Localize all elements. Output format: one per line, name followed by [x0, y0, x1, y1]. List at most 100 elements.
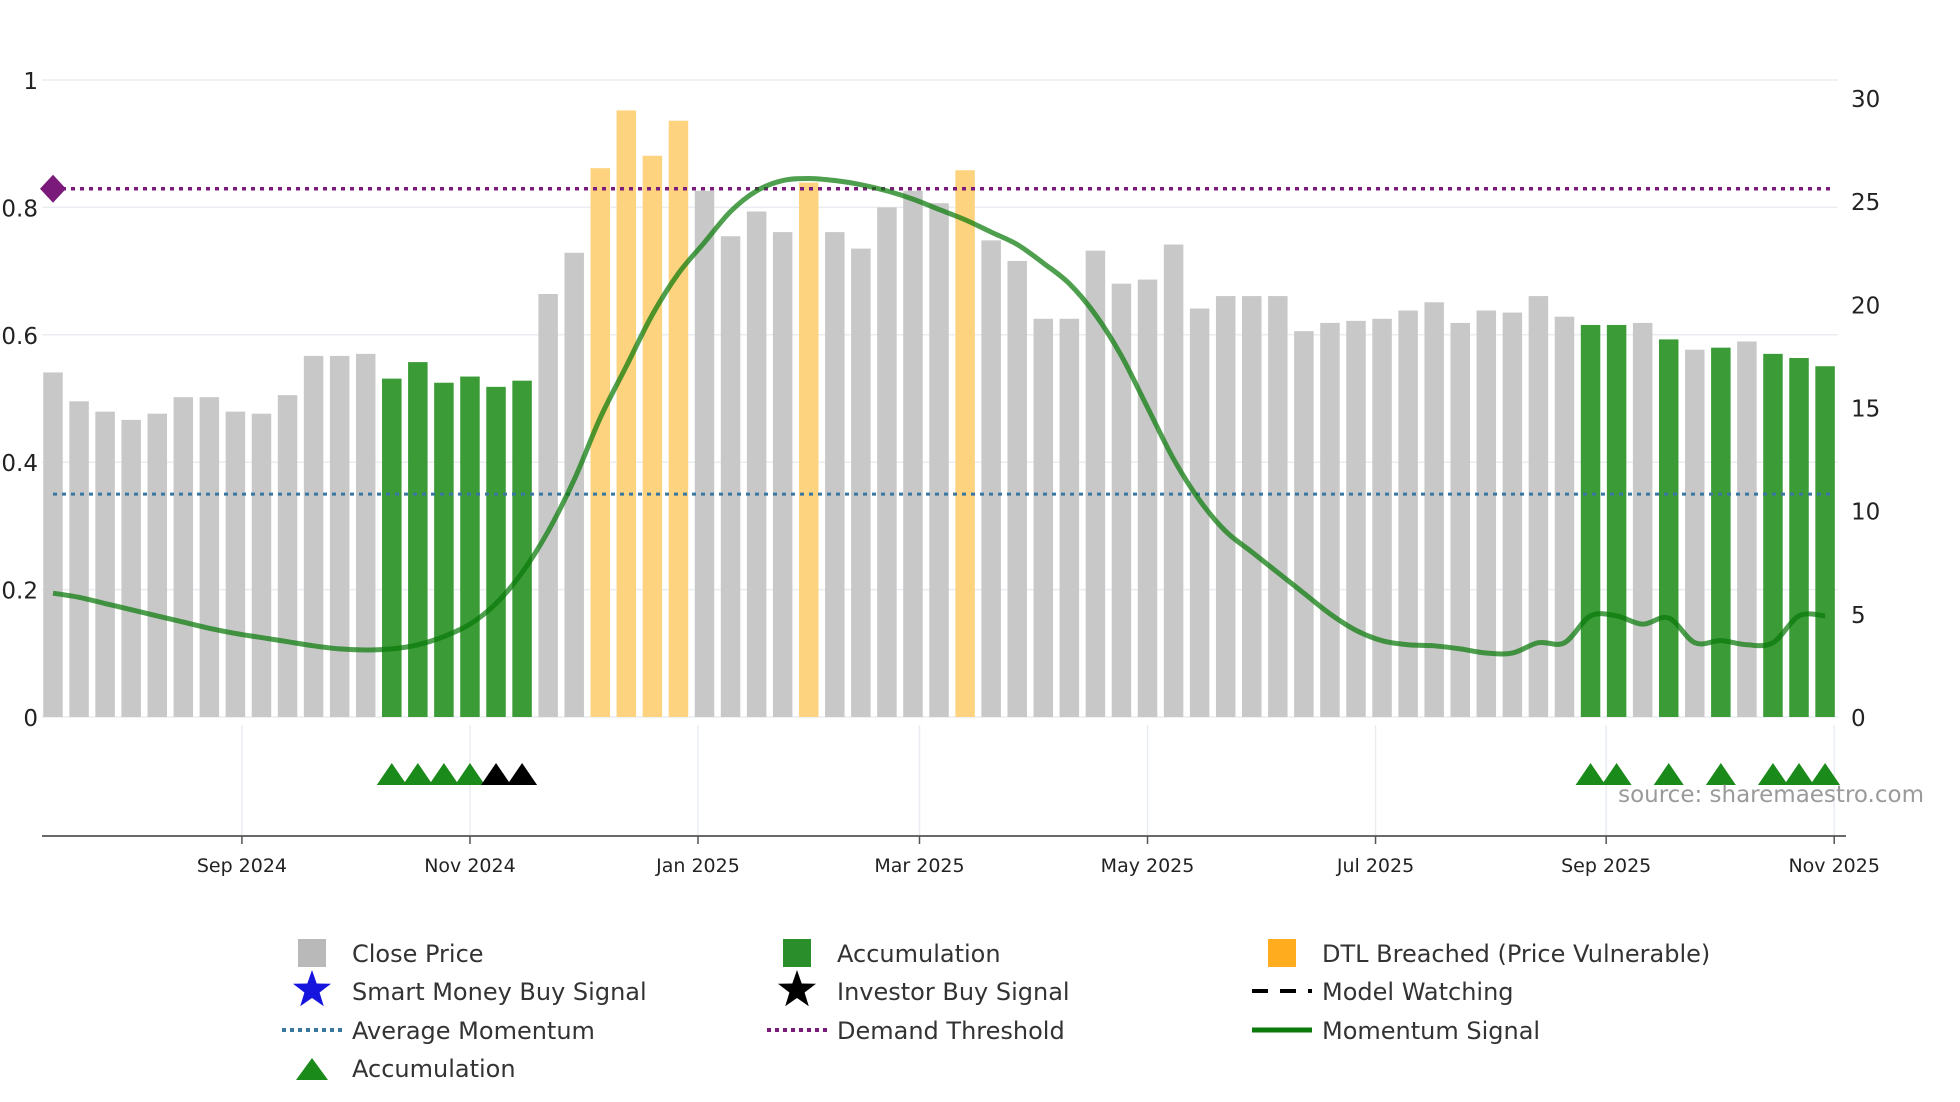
price-bar-dtl: [616, 110, 637, 717]
x-tick-label: Mar 2025: [874, 855, 964, 877]
price-bar-close: [720, 236, 741, 717]
price-bar-close: [1294, 331, 1314, 717]
legend-label-smart-money: Smart Money Buy Signal: [352, 978, 647, 1006]
left-tick-label: 1: [23, 69, 38, 95]
price-bar-close: [329, 355, 350, 717]
legend-item-close-price: Close Price: [298, 939, 484, 968]
price-bar-accumulation: [486, 386, 506, 717]
x-axis-ticks: Sep 2024 Nov 2024 Jan 2025 Mar 2025 May 2025…: [197, 836, 1880, 877]
price-bar-close: [251, 413, 272, 717]
accumulation-marker-triangle: [1653, 763, 1684, 785]
legend-item-accumulation-marker: Accumulation: [296, 1055, 516, 1083]
right-tick-label: 30: [1851, 87, 1880, 113]
price-bar-close: [1685, 349, 1705, 717]
price-bar-dtl: [642, 155, 663, 718]
price-bar-close: [95, 411, 115, 717]
price-bar-close: [877, 207, 897, 717]
star-icon: [293, 970, 331, 1007]
price-bar-close: [1424, 302, 1444, 717]
price-bar-dtl: [590, 168, 611, 718]
price-bar-close: [538, 294, 558, 717]
right-axis-ticks: 0 5 10 15 20 25 30: [1851, 87, 1880, 732]
price-bar-accumulation: [1789, 357, 1809, 717]
legend-swatch-accumulation: [783, 939, 811, 967]
legend-label-investor-buy: Investor Buy Signal: [837, 978, 1070, 1006]
demand-threshold-diamond-marker: [40, 174, 66, 203]
price-bar-accumulation: [1763, 353, 1783, 717]
accumulation-marker-triangle: [1757, 763, 1788, 785]
price-bar-close: [981, 240, 1001, 717]
accumulation-marker-triangle: [402, 763, 433, 785]
x-tick-label: Jan 2025: [655, 855, 740, 877]
left-tick-label: 0.4: [1, 451, 38, 477]
right-tick-label: 25: [1851, 190, 1880, 216]
investor-buy-marker-triangle: [507, 763, 538, 785]
legend-item-model-watching: Model Watching: [1252, 978, 1514, 1006]
right-tick-label: 5: [1851, 603, 1866, 629]
price-bar-close: [694, 190, 715, 718]
price-bar-close: [1372, 318, 1392, 717]
price-bar-close: [121, 419, 141, 717]
price-bar-close: [851, 248, 871, 717]
price-bar-close: [355, 353, 376, 717]
signal-lines: [40, 174, 1832, 657]
legend-swatch-dtl: [1268, 939, 1296, 967]
left-axis-ticks: 0 0.2 0.4 0.6 0.8 1: [1, 69, 38, 732]
price-bar-close: [1163, 244, 1184, 717]
price-bar-close: [69, 401, 89, 717]
price-bar-close: [1476, 310, 1497, 717]
accumulation-marker-triangle: [1705, 763, 1736, 785]
price-bar-close: [1268, 296, 1288, 717]
price-bar-close: [1632, 322, 1653, 717]
price-bar-dtl: [668, 120, 689, 718]
price-bar-close: [1215, 296, 1236, 717]
x-tick-label: Sep 2025: [1561, 855, 1651, 877]
legend-swatch-close-price: [298, 939, 326, 967]
price-bar-close: [746, 211, 767, 717]
price-bar-close: [1450, 322, 1470, 717]
legend-item-average-momentum: Average Momentum: [282, 1017, 595, 1045]
left-tick-label: 0: [23, 706, 38, 732]
legend: Close Price Accumulation DTL Breached (P…: [282, 939, 1710, 1083]
triangle-up-icon: [296, 1058, 328, 1080]
price-bar-close: [1033, 318, 1054, 717]
price-bar-dtl: [798, 182, 819, 717]
price-bar-close: [1398, 310, 1418, 717]
legend-label-accumulation-bar: Accumulation: [837, 940, 1001, 968]
price-bar-close: [147, 413, 167, 717]
price-bar-close: [1502, 312, 1523, 717]
right-tick-label: 15: [1851, 397, 1880, 423]
price-bar-close: [903, 190, 923, 718]
price-bar-close: [1320, 322, 1340, 717]
price-bar-close: [1085, 250, 1106, 718]
legend-item-dtl: DTL Breached (Price Vulnerable): [1268, 939, 1710, 968]
legend-label-dtl: DTL Breached (Price Vulnerable): [1322, 940, 1710, 968]
price-bar-close: [303, 355, 324, 717]
price-bar-accumulation: [1658, 339, 1679, 717]
price-bar-accumulation: [1606, 324, 1627, 717]
legend-label-momentum-signal: Momentum Signal: [1322, 1017, 1540, 1045]
legend-item-momentum-signal: Momentum Signal: [1252, 1017, 1540, 1045]
price-bar-close: [1059, 318, 1080, 717]
price-bar-close: [277, 395, 298, 717]
price-bar-accumulation: [1815, 366, 1835, 717]
legend-item-investor-buy: Investor Buy Signal: [778, 970, 1070, 1007]
price-bar-close: [1007, 261, 1027, 717]
legend-item-demand-threshold: Demand Threshold: [767, 1017, 1065, 1045]
price-bar-close: [43, 372, 63, 717]
left-tick-label: 0.2: [1, 579, 38, 605]
price-bar-close: [825, 232, 845, 717]
right-tick-label: 20: [1851, 293, 1880, 319]
accumulation-marker-triangle: [1810, 763, 1841, 785]
price-bars: [43, 110, 1835, 718]
right-tick-label: 10: [1851, 500, 1880, 526]
price-bar-accumulation: [1580, 324, 1601, 717]
accumulation-marker-triangle: [1784, 763, 1815, 785]
legend-label-average-momentum: Average Momentum: [352, 1017, 595, 1045]
price-bar-accumulation: [434, 382, 454, 717]
price-bar-close: [1189, 308, 1210, 717]
price-bar-close: [1554, 316, 1575, 717]
accumulation-marker-triangle: [454, 763, 485, 785]
right-tick-label: 0: [1851, 706, 1866, 732]
